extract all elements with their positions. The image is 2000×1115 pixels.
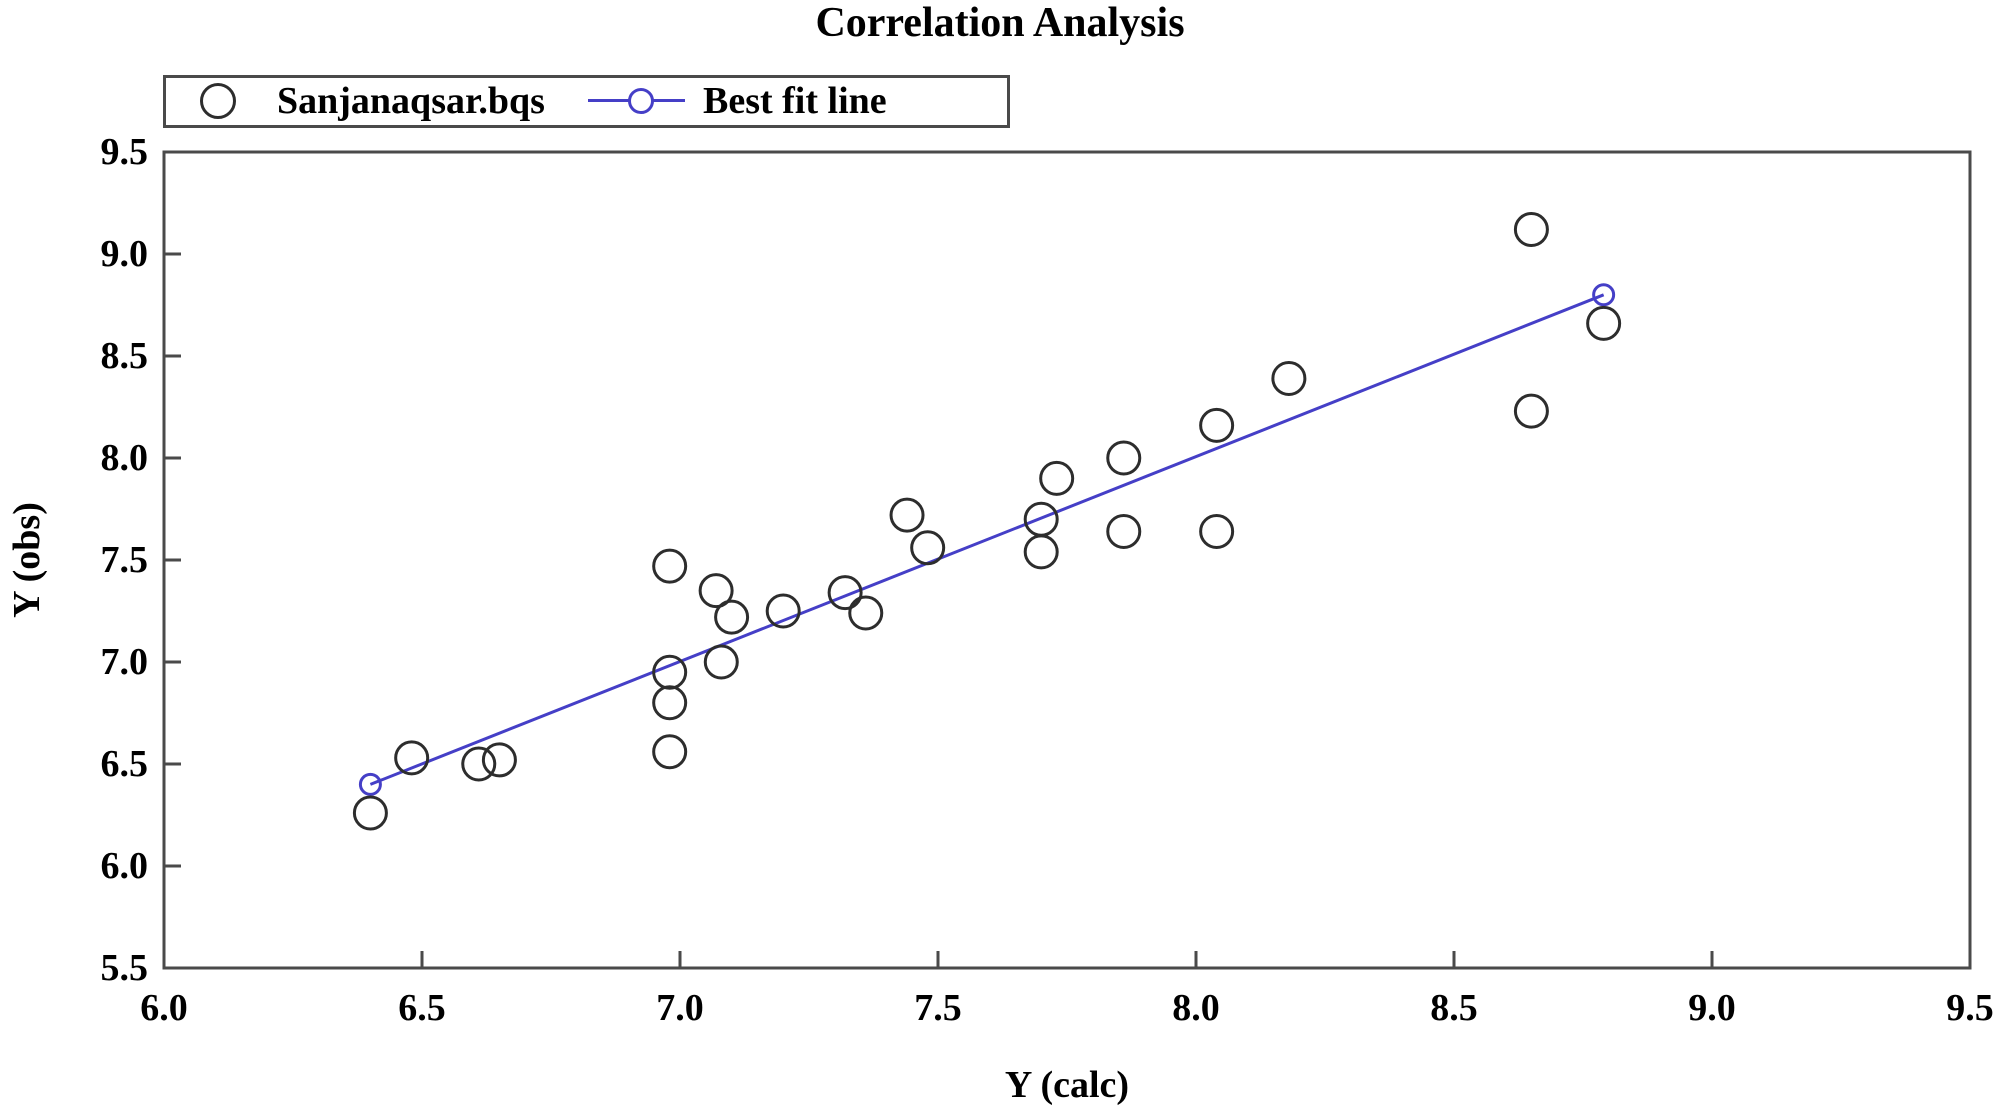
scatter-point <box>352 795 388 831</box>
legend-fitline-marker-icon <box>628 88 654 114</box>
scatter-point <box>910 530 946 566</box>
scatter-point <box>1586 305 1622 341</box>
scatter-point <box>1513 212 1549 248</box>
y-tick-label: 7.5 <box>100 539 149 581</box>
scatter-point <box>1513 393 1549 429</box>
y-axis-title: Y (obs) <box>6 502 48 618</box>
scatter-point <box>481 742 517 778</box>
y-tick-label: 8.5 <box>100 335 149 377</box>
legend: Sanjanaqsar.bqs Best fit line <box>163 75 1010 128</box>
scatter-point <box>652 654 688 690</box>
legend-series1-label: Sanjanaqsar.bqs <box>277 80 545 122</box>
y-tick-label: 6.5 <box>100 743 149 785</box>
legend-series2-label: Best fit line <box>703 80 887 122</box>
scatter-point <box>1106 513 1142 549</box>
scatter-point <box>698 573 734 609</box>
chart-title: Correlation Analysis <box>815 0 1185 46</box>
scatter-point <box>703 644 739 680</box>
x-tick-label: 8.5 <box>1430 987 1478 1029</box>
y-tick-label: 5.5 <box>100 947 149 989</box>
bestfit-line <box>369 293 1605 786</box>
scatter-point <box>652 548 688 584</box>
x-tick-label: 9.0 <box>1688 987 1736 1029</box>
y-tick-label: 6.0 <box>100 845 149 887</box>
scatter-point <box>1106 440 1142 476</box>
x-tick-label: 6.0 <box>140 987 188 1029</box>
x-tick-label: 6.5 <box>398 987 446 1029</box>
scatter-point <box>652 734 688 770</box>
x-tick-label: 8.0 <box>1172 987 1220 1029</box>
scatter-point <box>394 740 430 776</box>
scatter-point <box>1271 360 1307 396</box>
scatter-point <box>1199 513 1235 549</box>
x-tick-label: 7.0 <box>656 987 704 1029</box>
x-tick-label: 9.5 <box>1946 987 1994 1029</box>
scatter-point <box>461 746 497 782</box>
legend-scatter-marker-icon <box>200 83 236 119</box>
scatter-point <box>1199 407 1235 443</box>
scatter-point <box>889 497 925 533</box>
bestfit-endpoint-marker <box>1592 283 1616 307</box>
y-tick-label: 9.5 <box>100 131 149 173</box>
scatter-point <box>1023 501 1059 537</box>
x-axis-title: Y (calc) <box>1004 1064 1130 1106</box>
x-tick-label: 7.5 <box>914 987 962 1029</box>
y-tick-label: 8.0 <box>100 437 149 479</box>
plot-frame <box>162 150 1972 970</box>
scatter-point <box>827 575 863 611</box>
scatter-point <box>848 595 884 631</box>
y-tick-label: 9.0 <box>100 233 149 275</box>
scatter-point <box>714 599 750 635</box>
bestfit-endpoint-marker <box>358 772 382 796</box>
scatter-point <box>1039 460 1075 496</box>
y-tick-label: 7.0 <box>100 641 149 683</box>
scatter-point <box>765 593 801 629</box>
